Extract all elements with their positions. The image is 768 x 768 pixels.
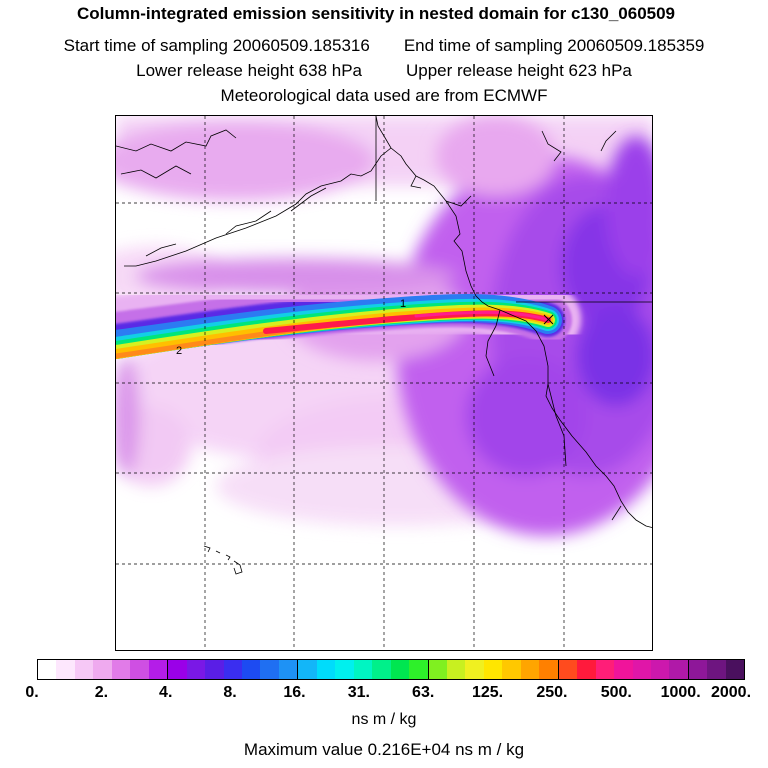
sampling-times: Start time of sampling 20060509.185316 En… <box>0 36 768 56</box>
colorbar-tick-label: 31. <box>347 684 370 701</box>
colorbar-tick-label: 500. <box>600 684 632 701</box>
colorbar-swatch <box>353 660 373 679</box>
colorbar-tick-label: 0. <box>25 684 39 701</box>
colorbar-swatch <box>278 660 299 679</box>
colorbar-swatch <box>298 660 317 679</box>
colorbar-tick-label: 1000. <box>660 684 701 701</box>
colorbar <box>37 659 745 680</box>
maximum-value: Maximum value 0.216E+04 ns m / kg <box>243 740 525 759</box>
colorbar-swatch <box>688 660 708 679</box>
release-site-marker <box>543 314 554 325</box>
colorbar-swatch <box>669 660 689 679</box>
colorbar-swatch <box>465 660 484 679</box>
map-svg: 1 2 <box>116 116 652 650</box>
upper-release-height: Upper release height 623 hPa <box>406 61 632 80</box>
colorbar-swatch <box>409 660 429 679</box>
colorbar-swatch <box>186 660 206 679</box>
colorbar-swatch <box>241 660 261 679</box>
colorbar-swatch <box>335 660 354 679</box>
met-data-source: Meteorological data used are from ECMWF <box>220 86 548 105</box>
colorbar-tick-label: 2. <box>94 684 109 701</box>
colorbar-swatch <box>558 660 578 679</box>
colorbar-swatch <box>502 660 521 679</box>
colorbar-tick-label: 250. <box>536 684 568 701</box>
colorbar-tick-label: 63. <box>412 684 435 701</box>
start-time: Start time of sampling 20060509.185316 <box>63 36 370 55</box>
colorbar-swatch <box>316 660 336 679</box>
colorbar-swatch <box>632 660 651 679</box>
colorbar-swatch <box>260 660 279 679</box>
colorbar-swatch <box>577 660 596 679</box>
plot-title: Column-integrated emission sensitivity i… <box>76 4 676 23</box>
colorbar-swatch <box>650 660 670 679</box>
grid-lines <box>116 116 652 650</box>
sensitivity-map: 1 2 <box>115 115 653 651</box>
colorbar-swatch <box>93 660 112 679</box>
contour-label-2: 2 <box>176 345 182 357</box>
colorbar-swatch <box>38 660 57 679</box>
release-heights: Lower release height 638 hPa Upper releas… <box>0 61 768 81</box>
colorbar-tick-label: 8. <box>223 684 237 701</box>
end-time: End time of sampling 20060509.185359 <box>403 36 705 55</box>
colorbar-swatch <box>223 660 242 679</box>
colorbar-swatch <box>707 660 726 679</box>
colorbar-swatch <box>725 660 745 679</box>
colorbar-swatch <box>148 660 169 679</box>
colorbar-swatch <box>111 660 131 679</box>
colorbar-swatch <box>539 660 559 679</box>
colorbar-tick-labels: 0. 2. 4. 8. 16. 31. 63. 125. 250. 500. 1000. 2000. <box>0 684 768 704</box>
colorbar-swatch <box>520 660 540 679</box>
colorbar-swatch <box>446 660 466 679</box>
colorbar-units: ns m / kg <box>351 711 417 728</box>
colorbar-swatch <box>130 660 149 679</box>
colorbar-swatch <box>614 660 633 679</box>
colorbar-swatch <box>483 660 503 679</box>
colorbar-swatch <box>205 660 224 679</box>
colorbar-swatch <box>390 660 410 679</box>
colorbar-swatch <box>595 660 615 679</box>
colorbar-swatch <box>168 660 187 679</box>
colorbar-swatch <box>74 660 94 679</box>
contour-label-1: 1 <box>400 298 406 310</box>
colorbar-swatch <box>428 660 447 679</box>
islands <box>203 545 243 575</box>
colorbar-tick-label: 16. <box>283 684 306 701</box>
sensitivity-field <box>116 116 652 536</box>
borders <box>375 116 652 303</box>
colorbar-tick-label: 125. <box>471 684 504 701</box>
colorbar-swatch <box>56 660 75 679</box>
colorbar-tick-label: 4. <box>159 684 173 701</box>
lower-release-height: Lower release height 638 hPa <box>136 61 362 80</box>
colorbar-tick-label: 2000. <box>710 684 752 701</box>
colorbar-swatch <box>372 660 391 679</box>
